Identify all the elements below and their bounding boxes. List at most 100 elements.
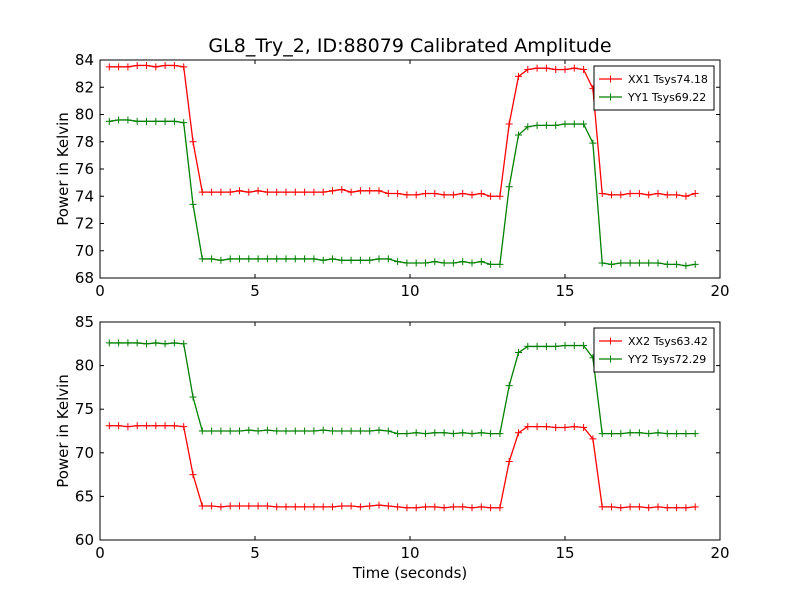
bottom-data-point-2: [440, 429, 448, 437]
top-data-point-1: [487, 192, 495, 200]
bottom-data-point-1: [608, 503, 615, 511]
top-data-point-2: [682, 262, 690, 270]
top-data-point-2: [487, 260, 495, 268]
top-data-point-2: [152, 117, 160, 125]
top-data-point-1: [542, 64, 550, 72]
top-data-point-2: [542, 121, 550, 129]
top-data-point-1: [236, 187, 243, 195]
top-data-point-1: [245, 188, 253, 196]
bottom-data-point-2: [422, 430, 429, 438]
bottom-data-point-1: [366, 502, 374, 510]
bottom-data-point-1: [133, 422, 141, 430]
top-data-point-2: [366, 256, 374, 264]
top-data-point-1: [338, 185, 346, 193]
top-data-point-2: [403, 259, 411, 267]
bottom-data-point-2: [170, 339, 178, 347]
bottom-data-point-1: [431, 503, 439, 511]
top-y-tick-label: 74: [75, 187, 94, 205]
top-data-point-1: [412, 191, 420, 199]
bottom-data-point-1: [635, 503, 643, 511]
top-legend-label-1: XX1 Tsys74.18: [628, 73, 708, 86]
top-data-point-2: [561, 120, 569, 128]
bottom-data-point-1: [449, 503, 457, 511]
bottom-y-axis-label: Power in Kelvin: [54, 374, 72, 488]
bottom-data-point-2: [124, 339, 132, 347]
bottom-series-line-1: [109, 425, 696, 509]
top-data-point-2: [254, 255, 262, 263]
bottom-data-point-2: [487, 430, 495, 438]
top-data-point-1: [115, 63, 123, 71]
chart-title: GL8_Try_2, ID:88079 Calibrated Amplitude: [208, 35, 611, 57]
bottom-data-point-2: [496, 430, 504, 438]
bottom-y-tick-label: 70: [75, 444, 94, 462]
top-data-point-2: [459, 258, 467, 266]
bottom-data-point-1: [654, 503, 662, 511]
bottom-data-point-1: [115, 422, 123, 430]
bottom-legend-marker-2: [607, 355, 614, 363]
top-y-tick-label: 76: [75, 160, 94, 178]
bottom-data-point-1: [617, 504, 625, 512]
top-x-tick-label: 10: [400, 282, 419, 300]
top-data-point-2: [515, 131, 522, 139]
bottom-x-tick-label: 0: [95, 544, 105, 562]
bottom-data-point-2: [143, 340, 150, 348]
bottom-data-point-2: [608, 430, 615, 438]
bottom-data-point-2: [468, 430, 476, 438]
top-data-point-2: [626, 259, 634, 267]
top-data-point-1: [654, 190, 662, 198]
top-data-point-1: [124, 63, 132, 71]
bottom-x-tick-label: 15: [555, 544, 574, 562]
bottom-data-point-2: [384, 427, 392, 435]
bottom-data-point-1: [236, 502, 243, 510]
bottom-data-point-1: [440, 504, 448, 512]
bottom-data-point-2: [673, 430, 681, 438]
top-data-point-2: [468, 259, 476, 267]
bottom-x-tick-label: 5: [250, 544, 260, 562]
bottom-data-point-1: [561, 424, 569, 432]
bottom-data-point-2: [217, 427, 225, 435]
top-data-point-1: [626, 190, 634, 198]
top-y-tick-label: 78: [75, 133, 94, 151]
top-x-tick-label: 15: [555, 282, 574, 300]
top-data-point-2: [449, 259, 457, 267]
bottom-data-point-2: [180, 340, 188, 348]
top-data-point-2: [338, 256, 346, 264]
bottom-data-point-2: [682, 430, 690, 438]
top-data-point-1: [170, 61, 178, 69]
bottom-y-tick-label: 75: [75, 400, 94, 418]
top-data-point-2: [198, 255, 206, 263]
bottom-data-point-2: [282, 427, 290, 435]
top-y-tick-label: 80: [75, 106, 94, 124]
bottom-data-point-2: [412, 429, 420, 437]
top-data-point-2: [394, 258, 402, 266]
bottom-data-point-1: [515, 429, 522, 437]
bottom-data-point-2: [635, 429, 643, 437]
top-data-point-2: [161, 117, 169, 125]
bottom-data-point-2: [338, 427, 346, 435]
bottom-data-point-1: [189, 471, 197, 479]
bottom-data-point-2: [431, 429, 439, 437]
bottom-data-point-1: [533, 423, 541, 431]
bottom-data-point-2: [319, 426, 327, 434]
top-data-point-1: [524, 66, 532, 74]
bottom-data-point-2: [236, 427, 243, 435]
top-data-point-1: [329, 187, 336, 195]
bottom-data-point-2: [561, 342, 569, 350]
top-data-point-1: [198, 188, 206, 196]
bottom-data-point-2: [617, 430, 625, 438]
top-data-point-2: [245, 255, 253, 263]
bottom-data-point-2: [310, 427, 318, 435]
bottom-data-point-1: [217, 503, 225, 511]
top-data-point-2: [329, 255, 336, 263]
bottom-data-point-1: [245, 502, 253, 510]
top-data-point-2: [422, 259, 429, 267]
bottom-data-point-1: [691, 503, 699, 511]
bottom-data-point-1: [170, 422, 178, 430]
bottom-data-point-2: [403, 430, 411, 438]
top-data-point-2: [496, 260, 504, 268]
bottom-data-point-1: [319, 503, 327, 511]
top-plot: 0 5 10 15 20 68 70 72 74 76 78 80 82 84 XX1 Tsys74.18 Y…: [75, 51, 730, 300]
top-data-point-2: [124, 116, 132, 124]
bottom-data-point-2: [291, 427, 299, 435]
top-data-point-2: [189, 200, 197, 208]
